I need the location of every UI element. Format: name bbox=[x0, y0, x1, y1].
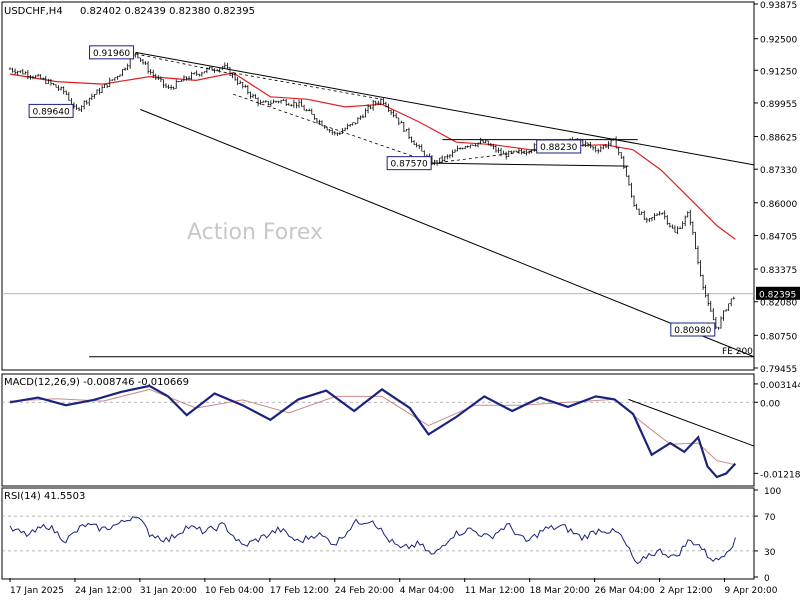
dashed-trendline bbox=[233, 93, 434, 164]
trendline bbox=[140, 108, 755, 358]
price-tick-label: 0.79455 bbox=[760, 365, 797, 375]
x-tick-label: 17 Jan 2025 bbox=[10, 586, 64, 596]
price-tick-label: 0.83375 bbox=[760, 266, 797, 276]
price-label: 0.89640 bbox=[32, 107, 69, 117]
x-tick-label: 10 Feb 04:00 bbox=[205, 586, 264, 596]
moving-average-line bbox=[9, 72, 736, 240]
x-tick-label: 26 Mar 04:00 bbox=[595, 586, 655, 596]
x-tick-label: 11 Mar 12:00 bbox=[465, 586, 525, 596]
rsi-tick-label: 0 bbox=[764, 574, 770, 584]
price-label: 0.80980 bbox=[674, 326, 711, 336]
trendline bbox=[135, 51, 755, 166]
macd-trendline bbox=[628, 398, 755, 447]
trendline bbox=[433, 162, 629, 167]
fe-level-label: FE 200 bbox=[722, 347, 753, 357]
price-label-box bbox=[670, 322, 716, 337]
x-tick-label: 31 Jan 20:00 bbox=[140, 586, 197, 596]
price-tick-label: 0.87330 bbox=[760, 166, 797, 176]
grid-layer bbox=[2, 293, 754, 552]
rsi-title: RSI(14) 41.5503 bbox=[4, 491, 85, 502]
x-tick-label: 4 Mar 04:00 bbox=[400, 586, 455, 596]
panel-frame-1 bbox=[1, 373, 755, 487]
panel-frame-0 bbox=[1, 1, 755, 371]
price-label-box bbox=[28, 103, 74, 118]
x-tick-label: 24 Feb 20:00 bbox=[335, 586, 394, 596]
price-tick-label: 0.91250 bbox=[760, 67, 797, 77]
marks-layer bbox=[8, 53, 735, 330]
x-tick-label: 9 Apr 20:00 bbox=[725, 586, 778, 596]
price-bars bbox=[8, 53, 735, 330]
panel-frame-2 bbox=[1, 487, 755, 580]
macd-title: MACD(12,26,9) -0.008746 -0.010669 bbox=[4, 377, 189, 388]
price-label-box bbox=[536, 139, 582, 154]
price-label-box bbox=[89, 45, 135, 60]
rsi-line bbox=[9, 516, 736, 565]
labels-layer: FE 200 0.91960 0.89640 0.87570 0.88230 0.8098… bbox=[28, 45, 753, 357]
macd-signal-line bbox=[9, 388, 736, 466]
dashed-trendline bbox=[135, 53, 234, 75]
x-tick-label: 24 Jan 12:00 bbox=[75, 586, 132, 596]
rsi-tick-label: 100 bbox=[764, 487, 781, 497]
price-tick-label: 0.86000 bbox=[760, 200, 797, 210]
x-tick-label: 17 Feb 12:00 bbox=[270, 586, 329, 596]
price-tick-label: 0.88625 bbox=[760, 134, 797, 144]
price-tick-label: 0.80750 bbox=[760, 332, 797, 342]
current-price-label: 0.82395 bbox=[759, 290, 796, 300]
price-label: 0.88230 bbox=[540, 143, 577, 153]
panel-frames bbox=[1, 1, 755, 580]
price-tick-label: 0.84705 bbox=[760, 232, 797, 242]
chart-symbol: USDCHF,H4 bbox=[4, 6, 63, 17]
macd-line bbox=[9, 384, 737, 479]
price-tick-label: 0.89955 bbox=[760, 100, 797, 110]
x-tick-label: 18 Mar 20:00 bbox=[530, 586, 590, 596]
price-label: 0.87570 bbox=[391, 160, 428, 170]
lines-layer bbox=[9, 51, 755, 565]
watermark: Action Forex bbox=[187, 220, 323, 245]
dashed-trendline bbox=[433, 146, 569, 164]
price-tick-label: 0.92500 bbox=[760, 36, 797, 46]
price-tick-label: 0.82080 bbox=[760, 299, 797, 309]
current-price-badge bbox=[756, 286, 800, 300]
rsi-tick-label: 70 bbox=[764, 513, 776, 523]
price-label-box bbox=[386, 156, 432, 171]
macd-tick-label: 0.003144 bbox=[760, 381, 800, 391]
x-tick-label: 2 Apr 12:00 bbox=[660, 586, 713, 596]
chart-ohlc: 0.82402 0.82439 0.82380 0.82395 bbox=[80, 6, 255, 17]
price-label: 0.91960 bbox=[93, 49, 130, 59]
dashed-trendline bbox=[233, 72, 383, 100]
axis-layer: 0.93875 0.92500 0.91250 0.89955 0.88625 0.873… bbox=[9, 1, 800, 596]
macd-tick-label: 0.00 bbox=[760, 399, 780, 409]
price-tick-label: 0.93875 bbox=[760, 1, 797, 11]
rsi-tick-label: 30 bbox=[764, 548, 776, 558]
